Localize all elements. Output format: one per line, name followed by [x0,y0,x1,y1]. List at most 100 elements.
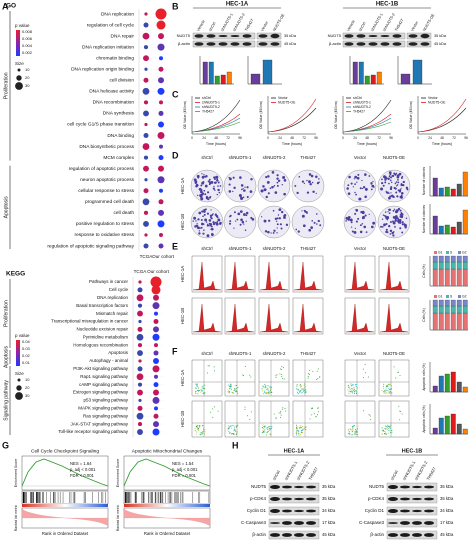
stat-label: FDR < 0.001 [70,473,95,478]
bar [456,221,462,235]
lane-label: TH5427 [394,18,404,32]
cell-line-title: HEC-1A [226,2,249,8]
event [305,385,307,387]
colony [381,178,383,181]
panel-letter: B [172,1,179,11]
cell-line-label: HEC-1A [180,370,185,387]
colony [352,186,355,188]
bar [444,299,450,307]
event [280,416,282,418]
colony [306,191,310,194]
dot [144,122,148,127]
colony [306,179,308,182]
growth-curve [191,121,241,133]
term-label: positive regulation to stress [76,221,135,227]
histogram [379,261,409,291]
event [278,412,280,414]
event [204,387,206,389]
bar [456,183,462,197]
group-label: Proliferation [3,72,9,99]
colony [283,216,286,219]
colony [204,218,208,222]
legend-label: shCtrl [202,96,211,100]
event [301,430,303,432]
event [399,419,401,421]
colony [205,196,209,200]
colony [389,195,392,198]
bar [432,261,438,270]
dot [138,398,142,403]
colony [395,181,398,183]
band [344,42,354,46]
bar [450,226,456,235]
colony [359,187,362,190]
event [244,366,246,368]
protein-label: Cyclin D1 [247,508,267,513]
growth-curve [342,121,392,133]
event [391,432,393,434]
bar [358,61,364,85]
event [389,392,391,394]
colony [354,183,356,185]
event [271,426,273,428]
colony [209,219,211,222]
dot [143,155,149,160]
histogram [225,303,255,333]
growth-curve [191,113,241,133]
colony [394,182,397,185]
event [233,390,235,392]
band [270,497,280,501]
colony [386,216,390,220]
band [306,485,316,489]
legend-title: Size [15,371,24,376]
legend-label: S [450,294,453,298]
event [348,431,350,433]
event [285,410,287,412]
event [213,366,215,368]
event [266,434,268,436]
band [282,485,292,489]
colony [354,212,357,215]
colony [200,226,203,229]
colony [405,217,408,219]
bar [444,255,450,263]
bar [444,373,450,393]
event [353,384,355,386]
legend-tick: 10 [25,377,30,382]
colony [390,173,392,175]
colony [403,223,406,225]
event [317,368,319,370]
colony [210,225,213,228]
event [368,376,370,378]
panel-letter: C [172,89,179,99]
bar [462,171,468,197]
colony [397,181,400,184]
lane-label: Vector [260,20,269,32]
colony [351,230,354,233]
dot [156,20,166,30]
legend-tick: 10 [25,67,30,72]
event [303,390,305,392]
dot [143,133,149,139]
event [295,433,297,435]
flow-box [292,297,324,335]
colony [311,220,314,222]
lane-label: shCtrl [208,21,216,32]
colony [384,181,387,184]
event [298,390,300,392]
kda-label: 45 kDa [440,532,454,537]
colony [397,218,400,221]
event [267,391,269,393]
legend-swatch [458,251,461,254]
colony [193,216,197,220]
well [291,205,325,239]
dot [153,294,159,301]
event [386,428,388,430]
event [399,410,401,412]
band [306,521,316,525]
band [424,521,434,525]
protein-label: C-Caspase3 [359,520,385,525]
protein-label: p-CDK4 [250,496,267,501]
event [389,391,391,393]
event [243,375,245,377]
